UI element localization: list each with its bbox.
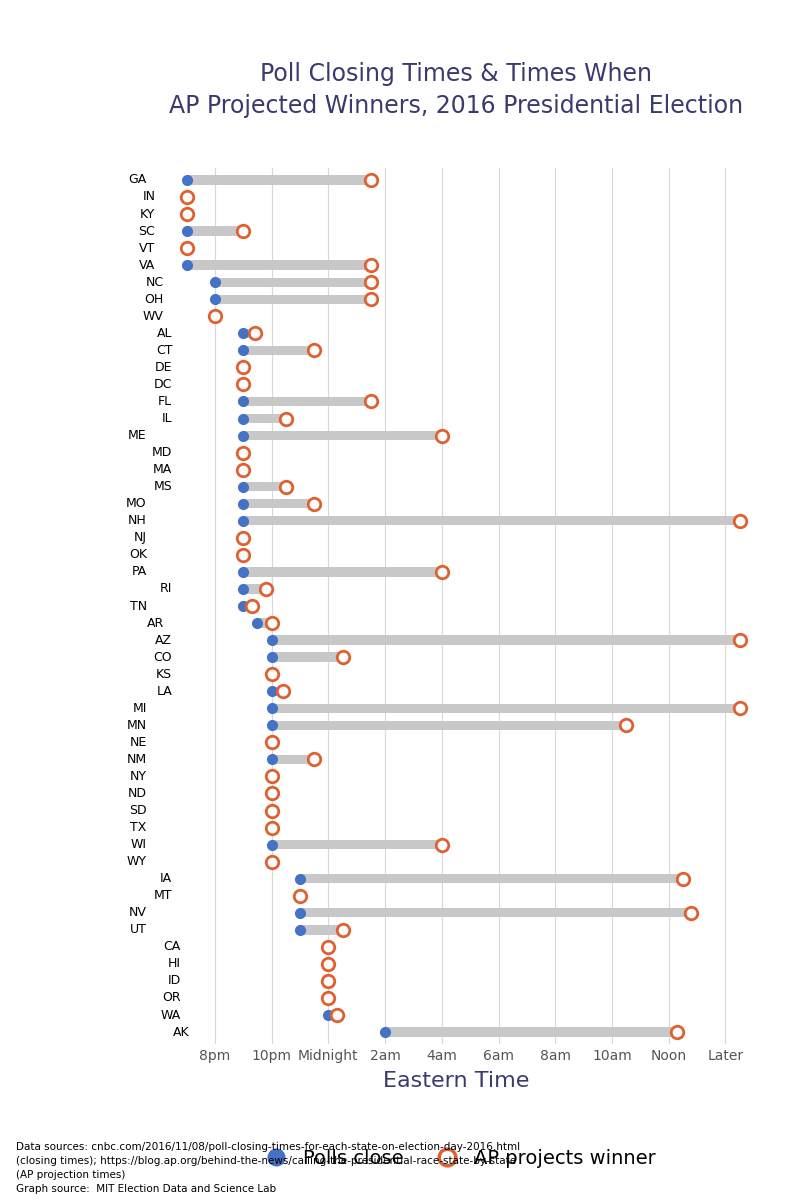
Bar (300, 925, 342, 935)
Text: MD: MD (152, 446, 172, 460)
Bar (272, 840, 442, 850)
Text: WA: WA (161, 1008, 181, 1021)
Text: ID: ID (168, 974, 181, 988)
Text: WI: WI (131, 838, 147, 851)
Text: OH: OH (145, 293, 164, 306)
Text: AL: AL (157, 326, 172, 340)
Text: HI: HI (168, 958, 181, 971)
Text: Poll Closing Times & Times When
AP Projected Winners, 2016 Presidential Election: Poll Closing Times & Times When AP Proje… (169, 62, 743, 118)
Text: FL: FL (158, 395, 172, 408)
Bar (272, 703, 740, 713)
Text: DC: DC (154, 378, 172, 391)
Text: MN: MN (126, 719, 147, 732)
Legend: Polls close, AP projects winner: Polls close, AP projects winner (249, 1141, 663, 1176)
X-axis label: Eastern Time: Eastern Time (383, 1072, 529, 1091)
Bar (186, 227, 243, 235)
Bar (243, 414, 286, 424)
Text: DE: DE (155, 361, 172, 374)
Text: UT: UT (130, 923, 147, 936)
Bar (243, 482, 286, 491)
Bar (243, 584, 266, 594)
Text: IA: IA (160, 872, 172, 886)
Text: NE: NE (130, 736, 147, 749)
Bar (300, 874, 683, 883)
Text: AK: AK (173, 1026, 190, 1038)
Bar (243, 568, 442, 577)
Text: MA: MA (153, 463, 172, 476)
Bar (243, 499, 314, 509)
Bar (215, 294, 371, 304)
Text: MS: MS (154, 480, 172, 493)
Text: SD: SD (130, 804, 147, 817)
Bar (186, 260, 371, 270)
Text: MT: MT (154, 889, 172, 902)
Text: IL: IL (162, 412, 172, 425)
Text: MI: MI (133, 702, 147, 715)
Bar (328, 1010, 337, 1020)
Text: OK: OK (129, 548, 147, 562)
Text: MO: MO (126, 497, 147, 510)
Bar (243, 516, 740, 526)
Text: TN: TN (130, 600, 147, 612)
Text: NJ: NJ (134, 532, 147, 545)
Text: VA: VA (139, 259, 155, 271)
Bar (300, 908, 691, 918)
Text: KY: KY (140, 208, 155, 221)
Text: NH: NH (128, 515, 147, 527)
Text: AZ: AZ (155, 634, 172, 647)
Text: CT: CT (156, 344, 172, 356)
Text: PA: PA (131, 565, 147, 578)
Bar (272, 755, 314, 764)
Text: SC: SC (138, 224, 155, 238)
Text: ND: ND (128, 787, 147, 800)
Bar (385, 1027, 678, 1037)
Text: OR: OR (162, 991, 181, 1004)
Text: ME: ME (128, 430, 147, 442)
Bar (243, 397, 371, 406)
Text: VT: VT (139, 241, 155, 254)
Text: CO: CO (154, 650, 172, 664)
Bar (272, 721, 626, 730)
Text: Data sources: cnbc.com/2016/11/08/poll-closing-times-for-each-state-on-election-: Data sources: cnbc.com/2016/11/08/poll-c… (16, 1142, 520, 1194)
Text: NY: NY (130, 770, 147, 782)
Bar (272, 635, 740, 644)
Text: AR: AR (146, 617, 164, 630)
Text: WY: WY (127, 856, 147, 868)
Bar (258, 618, 272, 628)
Text: TX: TX (130, 821, 147, 834)
Bar (243, 601, 252, 611)
Text: IN: IN (142, 191, 155, 204)
Text: NM: NM (126, 752, 147, 766)
Text: NC: NC (146, 276, 164, 289)
Text: LA: LA (157, 685, 172, 697)
Text: CA: CA (164, 941, 181, 953)
Text: RI: RI (160, 582, 172, 595)
Text: GA: GA (129, 174, 147, 186)
Bar (243, 431, 442, 440)
Text: WV: WV (143, 310, 164, 323)
Bar (186, 175, 371, 185)
Bar (243, 346, 314, 355)
Bar (243, 329, 254, 338)
Bar (272, 686, 283, 696)
Text: NV: NV (129, 906, 147, 919)
Text: KS: KS (156, 667, 172, 680)
Bar (272, 653, 342, 662)
Bar (215, 277, 371, 287)
